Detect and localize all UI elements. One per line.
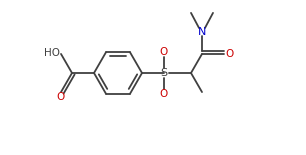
Text: HO: HO: [44, 48, 60, 58]
Text: O: O: [160, 89, 168, 99]
Text: N: N: [198, 27, 206, 37]
Text: S: S: [160, 68, 168, 78]
Text: O: O: [160, 47, 168, 57]
Text: O: O: [56, 92, 64, 102]
Text: O: O: [225, 49, 233, 59]
